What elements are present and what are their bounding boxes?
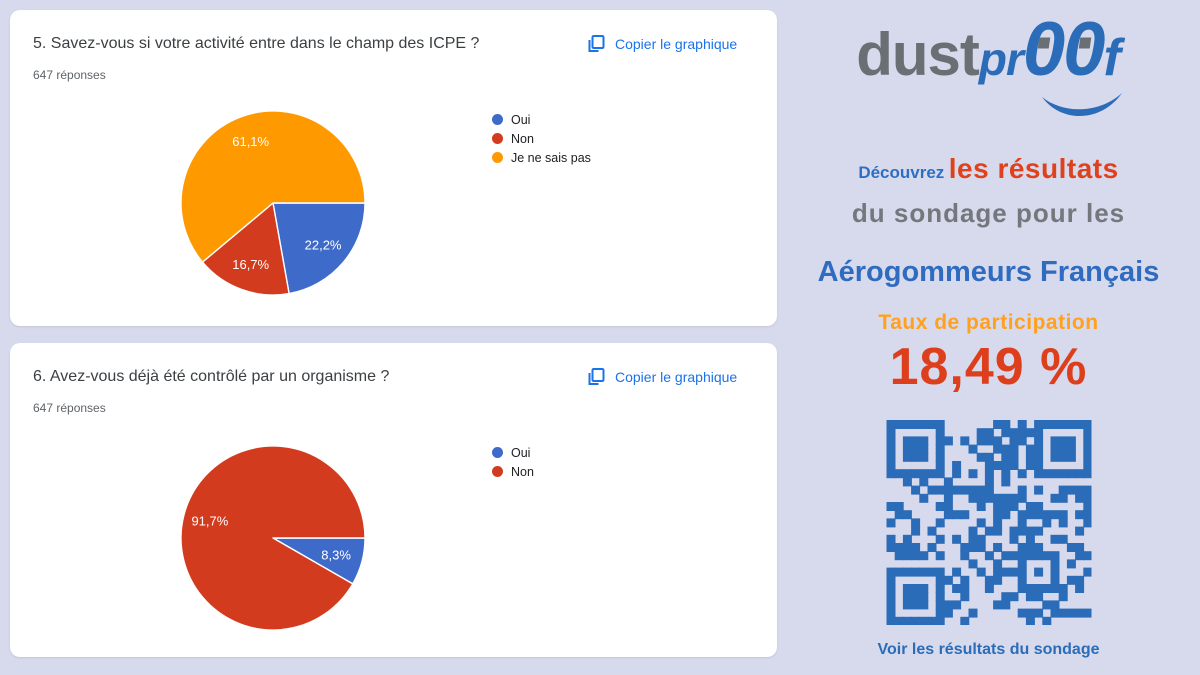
chart-legend: Oui Non bbox=[492, 443, 534, 481]
pie-chart-controle: 8,3% 91,7% bbox=[163, 428, 383, 648]
chart-legend: Oui Non Je ne sais pas bbox=[492, 110, 591, 167]
headline-lead: Découvrez bbox=[858, 163, 945, 182]
logo-zero-eye: 0 bbox=[1022, 7, 1065, 92]
legend-swatch bbox=[492, 114, 503, 125]
pie-value-label: 16,7% bbox=[232, 257, 269, 272]
pie-value-label: 91,7% bbox=[191, 514, 228, 529]
survey-card-controle: 6. Avez-vous déjà été contrôlé par un or… bbox=[10, 343, 777, 657]
copy-icon bbox=[585, 367, 605, 387]
pie-value-label: 8,3% bbox=[321, 547, 351, 562]
legend-item: Non bbox=[492, 462, 534, 481]
promo-panel: dust pr 0 0 f Découvrez les résultats du… bbox=[777, 0, 1200, 675]
legend-label: Je ne sais pas bbox=[511, 150, 591, 165]
pie-value-label: 22,2% bbox=[305, 237, 342, 252]
legend-swatch bbox=[492, 152, 503, 163]
legend-swatch bbox=[492, 466, 503, 477]
pie-slice-non[interactable] bbox=[201, 202, 290, 296]
legend-swatch bbox=[492, 133, 503, 144]
headline-line2: du sondage pour les bbox=[851, 198, 1126, 228]
participation-value: 18,49 % bbox=[889, 338, 1088, 396]
legend-label: Non bbox=[511, 131, 534, 146]
legend-item: Non bbox=[492, 129, 591, 148]
headline-line1: Découvrez les résultats bbox=[777, 153, 1200, 185]
logo-zero-eye: 0 bbox=[1063, 7, 1105, 92]
logo-text-f: f bbox=[1103, 29, 1121, 87]
pie-slice-je-ne-sais-pas[interactable] bbox=[180, 110, 366, 263]
legend-item: Je ne sais pas bbox=[492, 148, 591, 167]
responses-count: 647 réponses bbox=[33, 401, 106, 415]
survey-card-icpe: 5. Savez-vous si votre activité entre da… bbox=[10, 10, 777, 326]
responses-count: 647 réponses bbox=[33, 68, 106, 82]
copy-chart-label: Copier le graphique bbox=[615, 36, 738, 52]
participation-label: Taux de participation bbox=[878, 311, 1099, 334]
logo-text-pr: pr bbox=[978, 33, 1024, 85]
pie-slice-non[interactable] bbox=[180, 445, 366, 631]
qr-code bbox=[886, 420, 1092, 630]
dustproof-logo: dust pr 0 0 f bbox=[777, 7, 1200, 92]
pie-value-label: 61,1% bbox=[232, 134, 269, 149]
qr-caption-link[interactable]: Voir les résultats du sondage bbox=[877, 641, 1100, 658]
legend-item: Oui bbox=[492, 443, 534, 462]
legend-item: Oui bbox=[492, 110, 591, 129]
copy-chart-button[interactable]: Copier le graphique bbox=[585, 34, 737, 54]
legend-label: Non bbox=[511, 464, 534, 479]
legend-label: Oui bbox=[511, 445, 531, 460]
question-title: 6. Avez-vous déjà été contrôlé par un or… bbox=[33, 368, 390, 385]
headline-emphasis: les résultats bbox=[948, 153, 1119, 184]
headline-line3: Aérogommeurs Français bbox=[817, 256, 1160, 288]
legend-label: Oui bbox=[511, 112, 531, 127]
legend-swatch bbox=[492, 447, 503, 458]
copy-chart-button[interactable]: Copier le graphique bbox=[585, 367, 737, 387]
logo-text-dust: dust bbox=[856, 21, 980, 88]
copy-chart-label: Copier le graphique bbox=[615, 369, 738, 385]
question-title: 5. Savez-vous si votre activité entre da… bbox=[33, 35, 480, 52]
pie-chart-icpe: 22,2% 16,7% 61,1% bbox=[163, 93, 383, 313]
pie-slice-oui[interactable] bbox=[272, 202, 366, 295]
logo-smile-icon bbox=[1042, 93, 1122, 117]
copy-icon bbox=[585, 34, 605, 54]
